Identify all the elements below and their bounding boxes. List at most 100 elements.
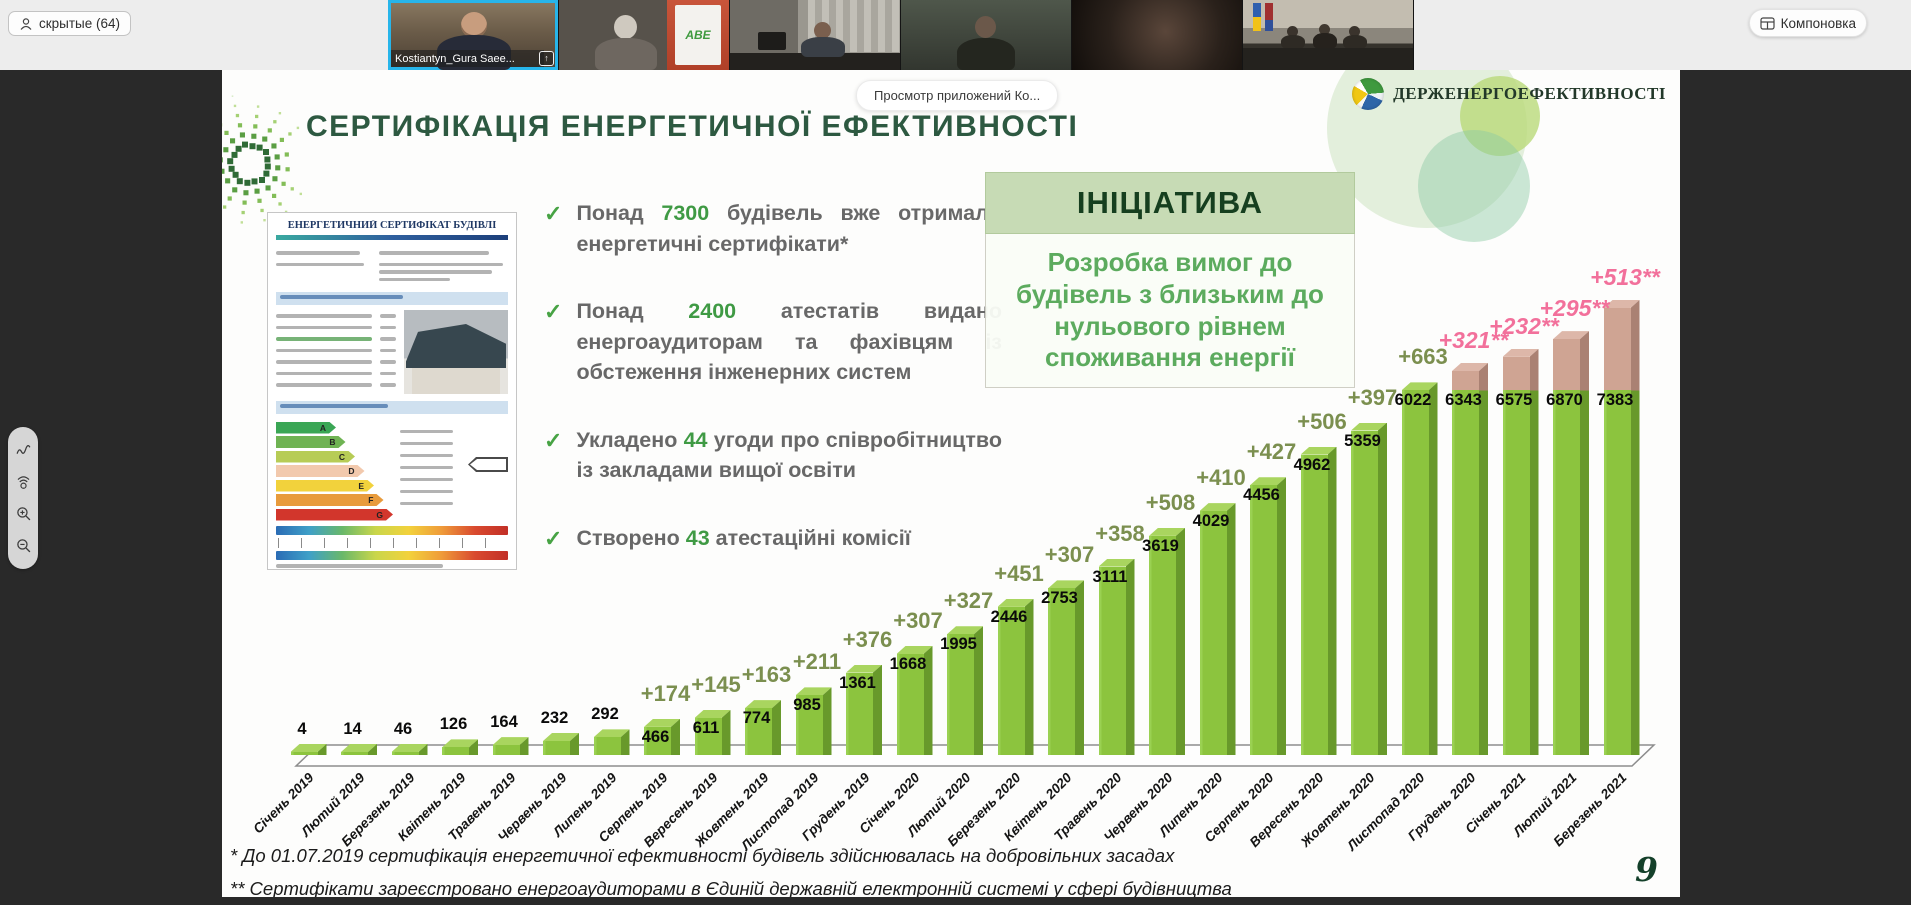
zoom-out-icon[interactable] xyxy=(15,537,32,554)
layout-button-label: Компоновка xyxy=(1780,15,1856,31)
participant-video[interactable] xyxy=(901,0,1072,70)
bar xyxy=(1199,503,1236,755)
participant-video-active[interactable]: Kostiantyn_Gura Saee... ↑ xyxy=(388,0,559,70)
avatar xyxy=(814,22,831,39)
bar xyxy=(644,718,680,755)
increment-label: +427 xyxy=(1246,439,1297,465)
desk xyxy=(730,53,900,70)
avatar xyxy=(461,12,487,38)
flag xyxy=(1265,3,1273,31)
draw-icon[interactable] xyxy=(15,442,32,459)
bar-value-label: 1995 xyxy=(940,635,977,654)
bar xyxy=(846,664,882,755)
participant-video[interactable] xyxy=(730,0,901,70)
avatar xyxy=(1281,35,1305,49)
energy-class-arrow: C xyxy=(276,451,355,463)
burst-logo xyxy=(222,95,302,224)
energy-class-arrow: A xyxy=(276,422,336,434)
agency-logo-text: ДЕРЖЕНЕРГОЕФЕКТИВНОСТІ xyxy=(1393,84,1666,103)
hidden-participants-button[interactable]: скрытые (64) xyxy=(8,11,132,36)
increment-label: +358 xyxy=(1095,520,1145,546)
bar-value-label: 4 xyxy=(297,720,307,738)
bar-value-label: 2446 xyxy=(990,607,1028,626)
bar-value-label: 774 xyxy=(742,709,771,728)
avatar xyxy=(1313,33,1337,49)
bar xyxy=(341,744,377,755)
avatar xyxy=(595,38,657,70)
bar-value-label: 164 xyxy=(490,713,518,732)
check-icon: ✓ xyxy=(544,427,563,453)
bar-value-label: 5359 xyxy=(1344,431,1381,450)
bar xyxy=(492,737,529,755)
increment-label: +145 xyxy=(691,672,741,697)
list-item: ✓ Понад 7300 будівель вже отримали енерг… xyxy=(544,198,1002,259)
laser-pointer-icon[interactable] xyxy=(15,474,32,491)
screenshare-arrow-icon: ↑ xyxy=(539,51,554,66)
kwh-labels xyxy=(400,419,462,523)
layout-button[interactable]: Компоновка xyxy=(1748,9,1867,37)
apps-view-pill[interactable]: Просмотр приложений Ко... xyxy=(856,80,1059,111)
footnote-1: * До 01.07.2019 сертифікація енергетично… xyxy=(230,845,1175,866)
apps-view-label: Просмотр приложений Ко... xyxy=(874,88,1041,103)
initiative-title: ІНІЦІАТИВА xyxy=(985,172,1355,234)
scale-ticks xyxy=(278,538,506,548)
energy-class-arrow: G xyxy=(276,509,393,521)
participant-name: Kostiantyn_Gura Saee... xyxy=(391,50,544,67)
zoom-in-icon[interactable] xyxy=(15,505,32,522)
increment-label: +232** xyxy=(1489,312,1559,339)
x-axis-label: Жовтень 2020 xyxy=(1297,770,1378,850)
page-number: 9 xyxy=(1635,850,1658,889)
bar xyxy=(795,687,832,755)
avatar xyxy=(975,16,996,38)
certificate-table xyxy=(276,310,396,394)
abe-banner-text: ABE xyxy=(685,28,711,42)
certificate-title: ЕНЕРГЕТИЧНИЙ СЕРТИФІКАТ БУДІВЛІ xyxy=(287,220,497,231)
video-strip: Kostiantyn_Gura Saee... ↑ ABE xyxy=(388,0,1414,70)
bullet-list: ✓ Понад 7300 будівель вже отримали енерг… xyxy=(544,198,1002,591)
increment-label: +506 xyxy=(1297,408,1347,434)
bar xyxy=(745,700,781,755)
check-icon: ✓ xyxy=(544,201,563,226)
bar xyxy=(1401,382,1438,755)
x-axis-label: Лютий 2021 xyxy=(1509,770,1580,840)
increment-label: +513** xyxy=(1590,264,1660,290)
list-item: ✓ Створено 43 атестаційні комісії xyxy=(544,523,1002,554)
bar-chart: 4 Січень 2019 14 Лютий 2019 46 Березень 2019 1… xyxy=(250,264,1660,870)
bar xyxy=(1098,558,1135,755)
increment-label: +410 xyxy=(1196,465,1246,491)
decorative-circle xyxy=(1418,130,1530,242)
scale-gradient-bar xyxy=(276,551,508,560)
printer xyxy=(758,32,786,50)
check-icon: ✓ xyxy=(544,525,563,551)
hidden-participants-label: скрытые (64) xyxy=(39,16,121,31)
increment-label: +307 xyxy=(1044,542,1095,568)
participant-video[interactable] xyxy=(1072,0,1243,70)
bar-value-label: 4456 xyxy=(1243,486,1280,505)
slide-title: СЕРТИФІКАЦІЯ ЕНЕРГЕТИЧНОЇ ЕФЕКТИВНОСТІ xyxy=(306,110,1079,143)
bar-value-label: 466 xyxy=(641,727,670,746)
bar xyxy=(1553,331,1589,755)
layout-icon xyxy=(1760,16,1775,30)
avatar xyxy=(957,38,1015,70)
shared-slide: СЕРТИФІКАЦІЯ ЕНЕРГЕТИЧНОЇ ЕФЕКТИВНОСТІ Д… xyxy=(222,70,1680,897)
bar xyxy=(1250,477,1286,755)
bar-value-label: 7383 xyxy=(1596,391,1634,410)
increment-label: +307 xyxy=(893,608,943,633)
avatar xyxy=(1287,26,1298,37)
bar xyxy=(543,733,579,755)
increment-label: +327 xyxy=(943,588,994,614)
increment-label: +508 xyxy=(1145,489,1196,515)
energy-class-arrow: D xyxy=(276,465,365,477)
meeting-table xyxy=(1243,48,1413,70)
participant-video[interactable] xyxy=(1243,0,1414,70)
bar xyxy=(896,646,933,755)
participant-video[interactable]: ABE xyxy=(559,0,730,70)
increment-label: +376 xyxy=(842,626,893,652)
increment-label: +663 xyxy=(1398,344,1448,370)
bar-value-label: 4962 xyxy=(1293,455,1331,474)
energy-class-arrow: F xyxy=(276,494,384,506)
bar xyxy=(1048,580,1084,755)
energy-certificate-preview: ЕНЕРГЕТИЧНИЙ СЕРТИФІКАТ БУДІВЛІ xyxy=(267,212,517,570)
